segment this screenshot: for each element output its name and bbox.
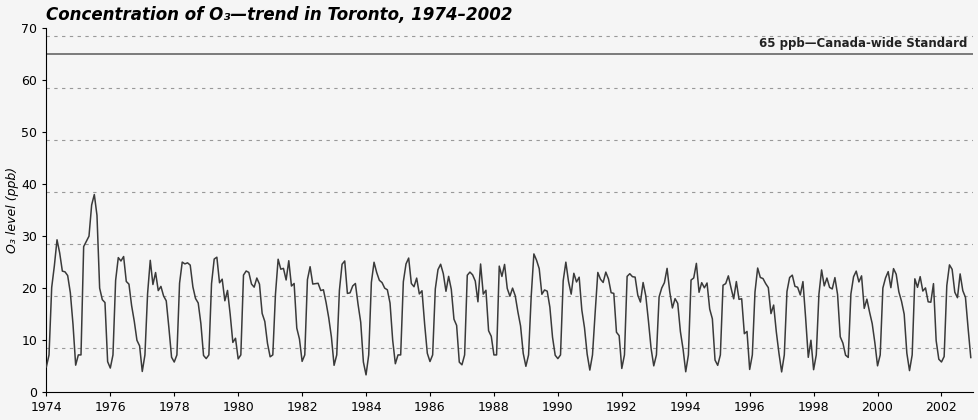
Text: 65 ppb—Canada-wide Standard: 65 ppb—Canada-wide Standard (758, 37, 966, 50)
Y-axis label: O₃ level (ppb): O₃ level (ppb) (6, 167, 19, 253)
Text: Concentration of O₃—trend in Toronto, 1974–2002: Concentration of O₃—trend in Toronto, 19… (46, 5, 512, 24)
